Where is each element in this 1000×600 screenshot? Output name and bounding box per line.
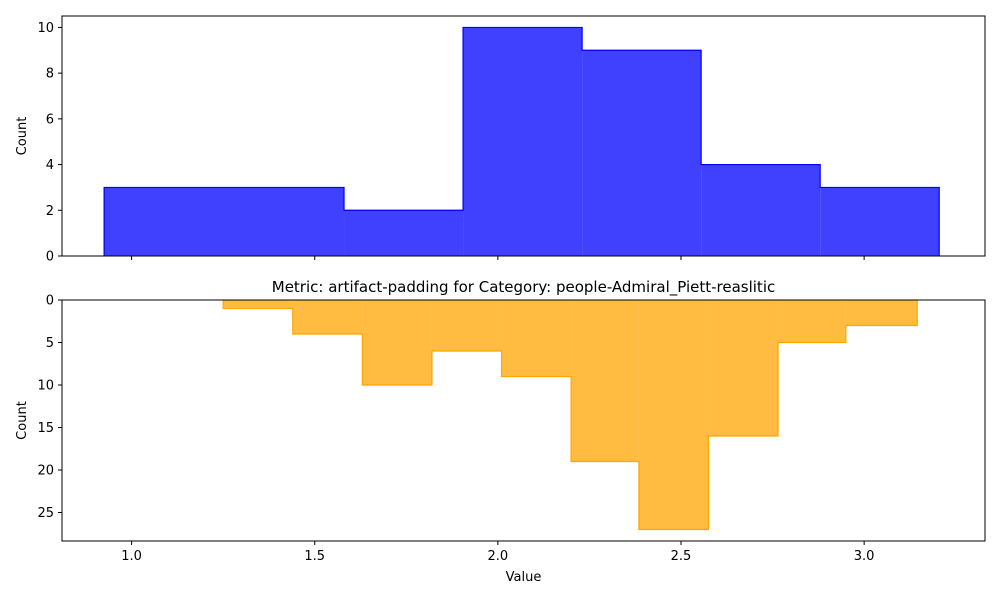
histogram-bar (362, 300, 432, 386)
histogram-bar (708, 300, 779, 437)
y-tick-label: 2 (46, 204, 54, 219)
y-tick-label: 5 (46, 336, 54, 351)
histogram-bar (292, 300, 363, 335)
histogram-bar (845, 300, 918, 326)
y-tick-label: 20 (37, 464, 54, 479)
x-tick-label: 3.0 (854, 549, 875, 564)
x-axis-title: Value (506, 570, 542, 585)
y-tick-label: 4 (46, 158, 54, 173)
histogram-outline (103, 26, 940, 256)
histogram-bar (104, 187, 345, 256)
x-tick-label: 1.5 (304, 549, 325, 564)
y-tick-label: 6 (46, 112, 54, 127)
histogram-bar (344, 210, 464, 256)
y-axis-title: Count (15, 117, 30, 156)
subplot-top: 0 2 4 6 8 10 Count (15, 15, 986, 265)
histogram-bar (778, 300, 846, 343)
histogram-bar (463, 27, 583, 256)
histogram-outline (222, 300, 918, 531)
histogram-bar (501, 300, 572, 377)
y-tick-label: 8 (46, 67, 54, 82)
plot-frame (61, 299, 986, 542)
x-tick-label: 2.5 (671, 549, 692, 564)
plot-title: Metric: artifact-padding for Category: p… (272, 278, 775, 297)
x-tick-label: 2.0 (488, 549, 509, 564)
x-tick-label: 1.0 (121, 549, 142, 564)
histogram-bar (582, 50, 702, 257)
y-tick-label: 10 (37, 379, 54, 394)
y-tick-label: 0 (46, 294, 54, 309)
subplot-bottom: 0 5 10 15 20 25 1.0 1.5 2.0 2.5 3.0 Count Value Metri… (15, 278, 986, 585)
histogram-bar (638, 300, 709, 530)
y-tick-label: 0 (46, 250, 54, 265)
y-axis-title: Count (15, 401, 30, 440)
y-tick-label: 25 (37, 506, 54, 521)
histogram-bar (431, 300, 502, 352)
y-tick-label: 10 (37, 21, 54, 36)
histogram-bar (571, 300, 639, 462)
plot-frame (61, 15, 986, 257)
histogram-bar (820, 187, 940, 256)
histogram-bar (223, 300, 293, 309)
y-tick-label: 15 (37, 421, 54, 436)
histogram-bar (701, 164, 821, 256)
